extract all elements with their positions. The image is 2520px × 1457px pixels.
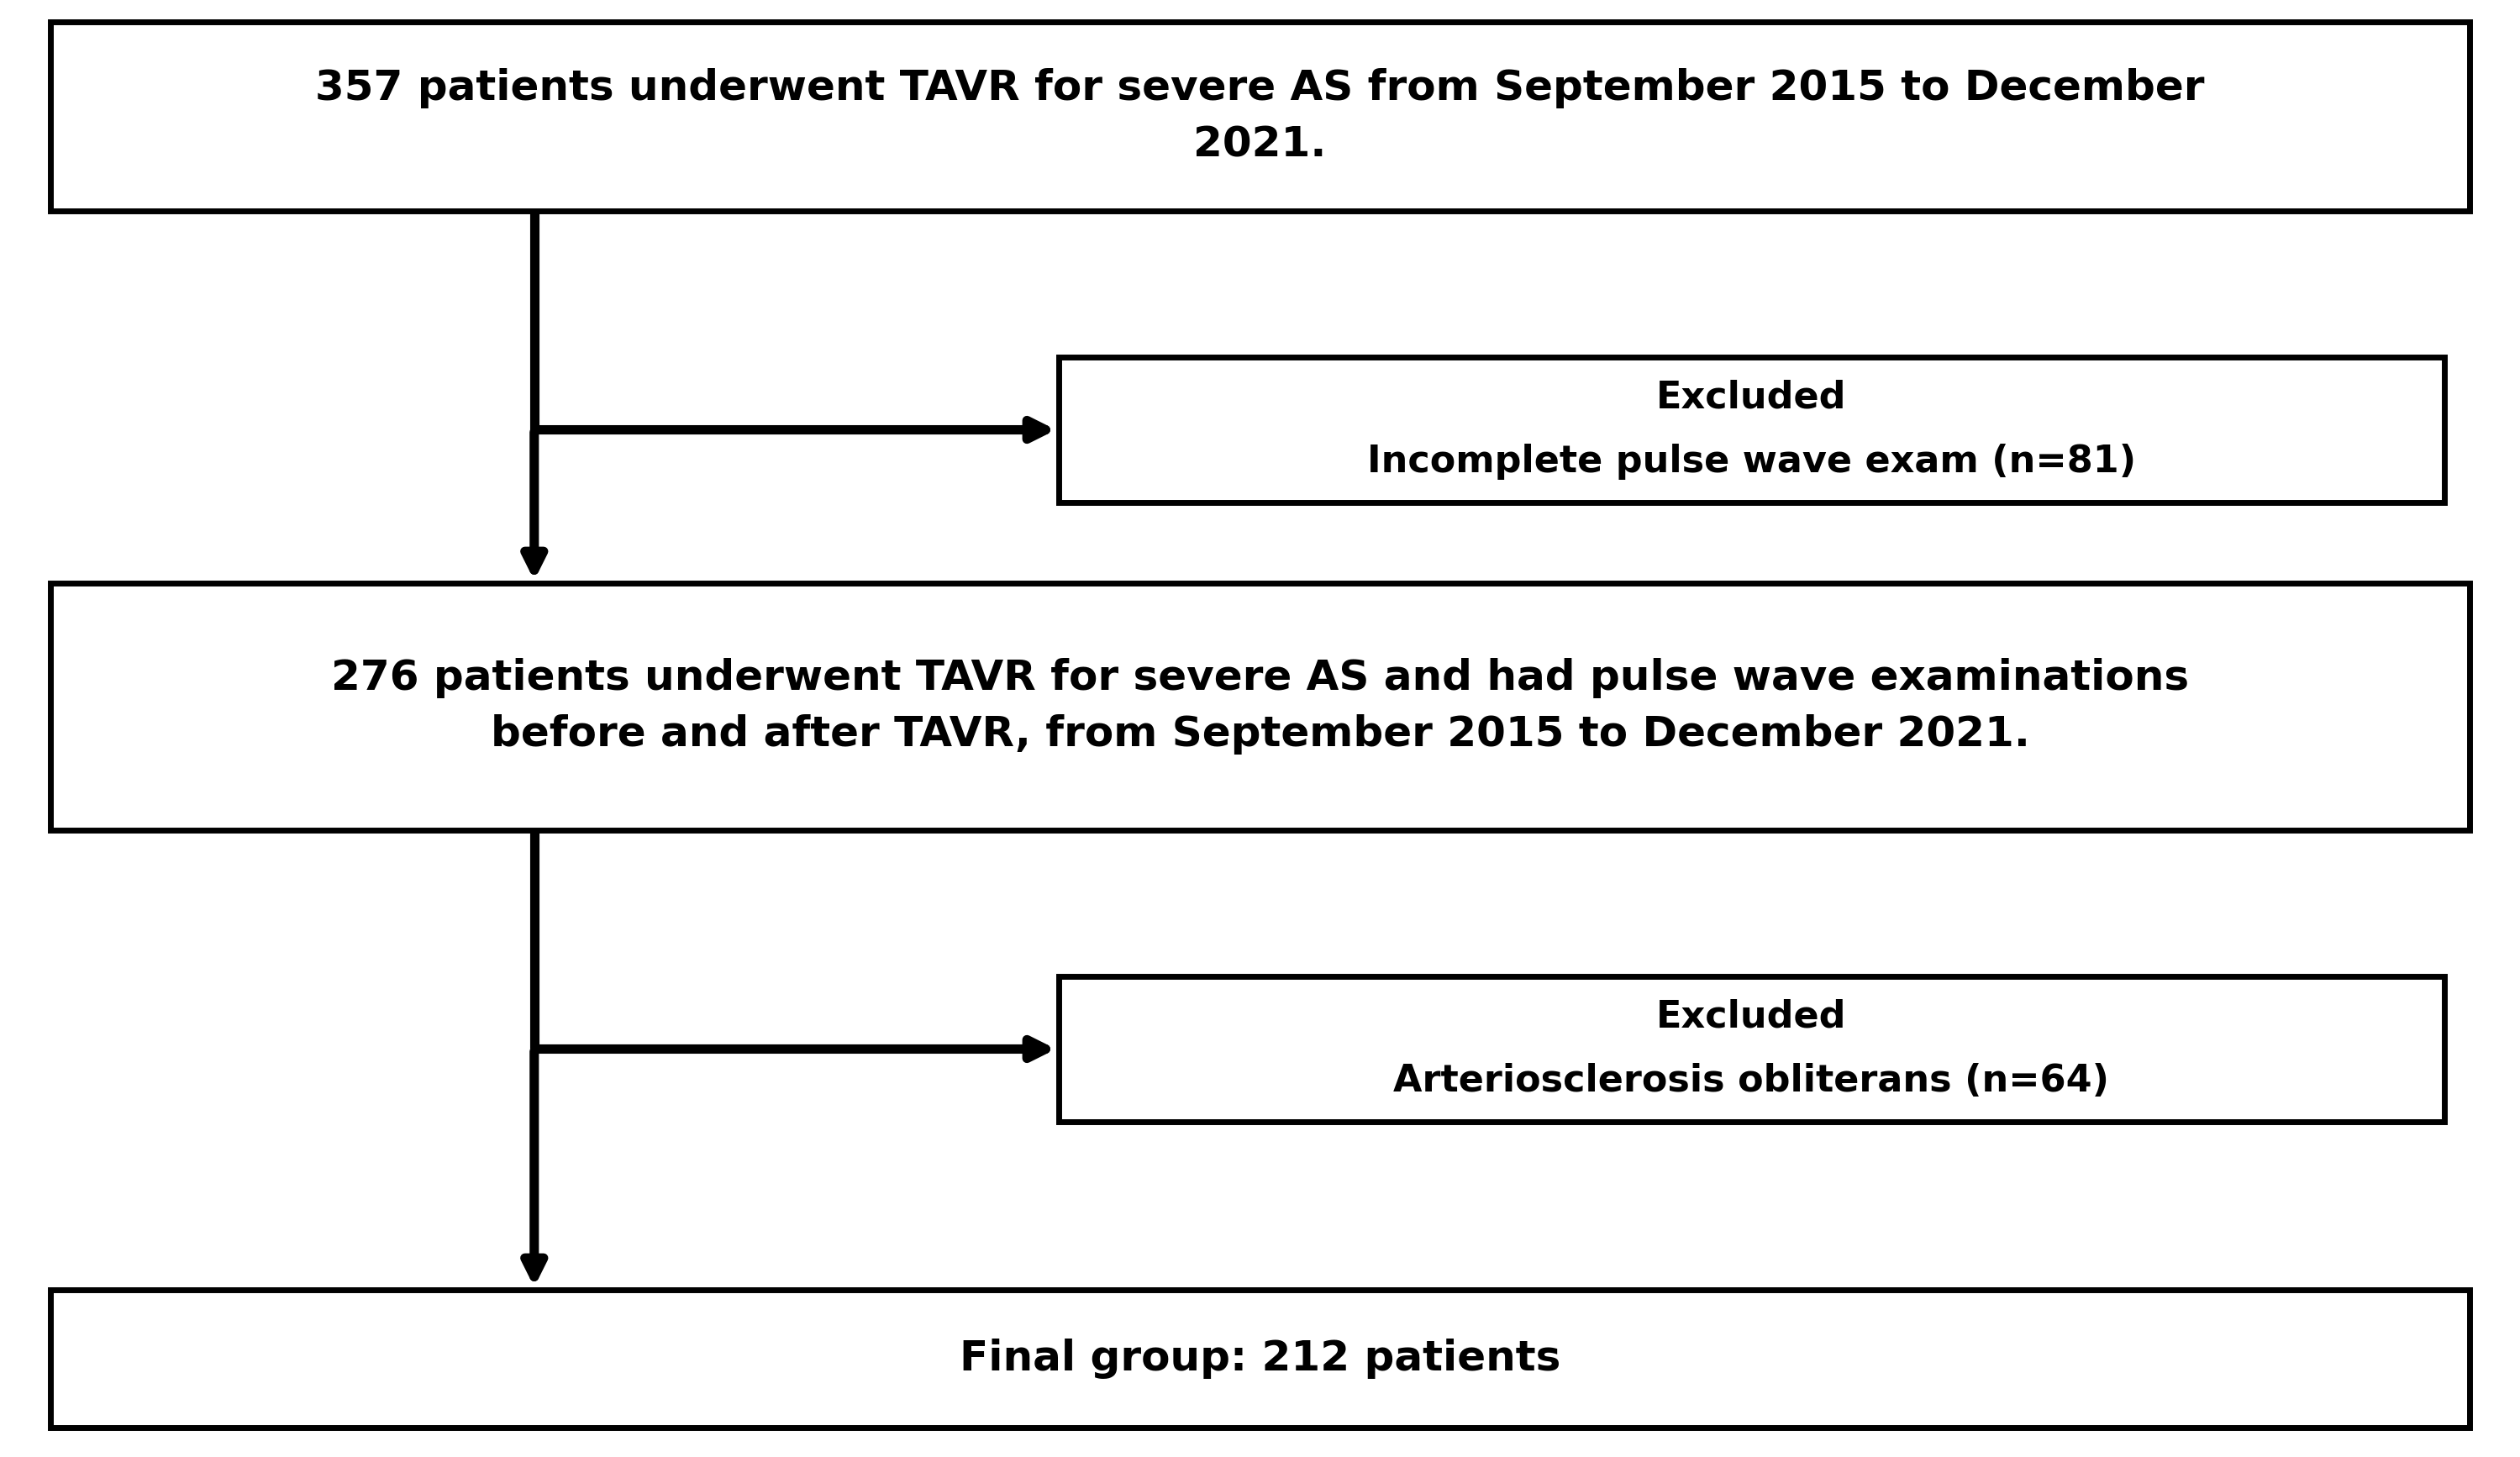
- Text: Incomplete pulse wave exam (n=81): Incomplete pulse wave exam (n=81): [1366, 444, 2137, 479]
- Text: 357 patients underwent TAVR for severe AS from September 2015 to December
2021.: 357 patients underwent TAVR for severe A…: [315, 68, 2205, 165]
- FancyBboxPatch shape: [50, 583, 2470, 830]
- FancyBboxPatch shape: [50, 1289, 2470, 1428]
- Text: 276 patients underwent TAVR for severe AS and had pulse wave examinations
before: 276 patients underwent TAVR for severe A…: [330, 659, 2190, 755]
- Text: Final group: 212 patients: Final group: 212 patients: [960, 1339, 1560, 1378]
- Text: Arteriosclerosis obliterans (n=64): Arteriosclerosis obliterans (n=64): [1394, 1064, 2109, 1099]
- Text: Excluded: Excluded: [1656, 1000, 1847, 1034]
- FancyBboxPatch shape: [1058, 976, 2444, 1122]
- FancyBboxPatch shape: [50, 22, 2470, 211]
- FancyBboxPatch shape: [1058, 357, 2444, 503]
- Text: Excluded: Excluded: [1656, 380, 1847, 415]
